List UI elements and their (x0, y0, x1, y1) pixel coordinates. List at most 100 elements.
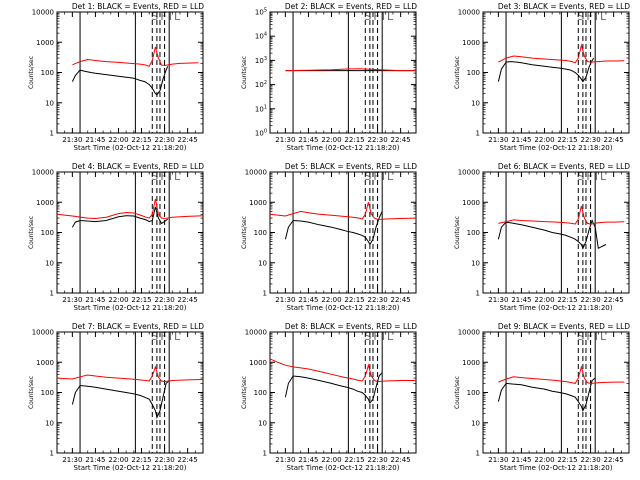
plot-frame (482, 331, 630, 454)
lld-series-line (498, 43, 625, 64)
y-tick-label: 10 (45, 419, 54, 427)
x-tick-label: 22:30 (580, 136, 600, 144)
x-axis-label: Start Time (02-Oct-12 21:18:20) (500, 144, 613, 152)
y-tick-label: 1 (50, 450, 54, 458)
x-tick-label: 22:30 (367, 456, 387, 464)
plot-frame (482, 11, 630, 134)
chart-title: Det 1: BLACK = Events, RED = LLD (72, 2, 204, 11)
x-tick-label: 21:30 (62, 136, 82, 144)
y-tick-label: 103 (255, 56, 267, 65)
x-tick-label: 22:45 (391, 296, 411, 304)
y-tick-label: 10000 (245, 169, 267, 177)
x-tick-label: 22:30 (367, 136, 387, 144)
y-tick-label: 1 (50, 290, 54, 298)
y-tick-label: 100 (255, 129, 267, 138)
y-tick-label: 10 (258, 259, 267, 267)
y-tick-label: 100 (467, 389, 480, 397)
x-axis-label: Start Time (02-Oct-12 21:18:20) (287, 144, 400, 152)
x-tick-label: 22:00 (534, 296, 554, 304)
x-tick-label: 22:00 (108, 456, 128, 464)
lld-series-line (56, 198, 204, 220)
y-tick-label: 101 (255, 104, 267, 113)
x-tick-label: 22:15 (131, 456, 151, 464)
plot-frame (269, 11, 417, 134)
x-tick-label: 22:15 (344, 136, 364, 144)
x-tick-label: 21:45 (511, 296, 531, 304)
events-series-line (284, 372, 383, 404)
y-tick-label: 1000 (462, 39, 480, 47)
detector-panel: Det 9: BLACK = Events, RED = LLD SFIL 1 10 1… (426, 320, 639, 480)
y-tick-label: 100 (467, 229, 480, 237)
events-series-line (284, 211, 383, 246)
plot-frame (56, 171, 204, 294)
y-tick-label: 1000 (36, 359, 54, 367)
x-tick-label: 22:00 (321, 296, 341, 304)
lld-series-line (498, 364, 625, 384)
y-axis-label: Counts/sec (454, 56, 461, 89)
x-tick-label: 22:30 (154, 296, 174, 304)
x-tick-label: 21:30 (275, 136, 295, 144)
events-series-line (497, 219, 607, 250)
x-tick-label: 21:30 (488, 136, 508, 144)
x-tick-label: 21:45 (85, 136, 105, 144)
x-tick-label: 21:45 (511, 456, 531, 464)
x-tick-label: 21:45 (85, 456, 105, 464)
events-series-line (71, 206, 169, 228)
lld-series-line (269, 202, 417, 221)
y-tick-label: 10000 (458, 329, 480, 337)
x-tick-label: 21:30 (275, 296, 295, 304)
plot-frame (56, 11, 204, 134)
y-tick-label: 100 (41, 69, 54, 77)
events-series-line (497, 57, 595, 83)
y-tick-label: 10 (471, 259, 480, 267)
y-axis-label: Counts/sec (241, 216, 248, 249)
y-tick-label: 10000 (32, 169, 54, 177)
detector-panel: Det 6: BLACK = Events, RED = LLD SFIL 1 10 1… (426, 160, 639, 320)
x-tick-label: 22:00 (534, 136, 554, 144)
sfil-marker-label: SFIL (577, 330, 608, 343)
y-tick-label: 1 (263, 290, 267, 298)
y-tick-label: 1 (263, 450, 267, 458)
plot-frame (482, 171, 630, 294)
chart-title: Det 6: BLACK = Events, RED = LLD (498, 162, 630, 171)
y-axis-label: Counts/sec (28, 376, 35, 409)
y-tick-label: 105 (255, 8, 267, 17)
x-tick-label: 22:45 (178, 296, 198, 304)
sfil-marker-label: SFIL (151, 330, 182, 343)
y-tick-label: 1 (476, 130, 480, 138)
x-axis-label: Start Time (02-Oct-12 21:18:20) (287, 304, 400, 312)
x-tick-label: 22:30 (154, 136, 174, 144)
lld-series-line (269, 358, 416, 383)
chart-title: Det 2: BLACK = Events, RED = LLD (285, 2, 417, 11)
x-tick-label: 21:45 (298, 136, 318, 144)
x-tick-label: 22:00 (321, 136, 341, 144)
chart-title: Det 4: BLACK = Events, RED = LLD (72, 162, 204, 171)
plot-frame (269, 171, 417, 294)
detector-panel: Det 3: BLACK = Events, RED = LLD SFIL 1 10 1… (426, 0, 639, 160)
chart-title: Det 7: BLACK = Events, RED = LLD (72, 322, 204, 331)
y-tick-label: 10000 (458, 169, 480, 177)
events-series-line (71, 380, 170, 419)
x-axis-label: Start Time (02-Oct-12 21:18:20) (500, 464, 613, 472)
x-tick-label: 21:30 (62, 456, 82, 464)
lld-series-line (56, 365, 204, 383)
x-tick-label: 22:45 (604, 456, 624, 464)
y-tick-label: 1000 (249, 359, 267, 367)
x-tick-label: 22:00 (108, 136, 128, 144)
y-tick-label: 10000 (458, 9, 480, 17)
y-tick-label: 10 (258, 419, 267, 427)
y-tick-label: 10 (45, 99, 54, 107)
x-axis-label: Start Time (02-Oct-12 21:18:20) (74, 464, 187, 472)
y-tick-label: 102 (255, 80, 267, 89)
x-tick-label: 22:45 (604, 136, 624, 144)
y-axis-label: Counts/sec (241, 376, 248, 409)
x-tick-label: 22:15 (557, 136, 577, 144)
x-tick-label: 21:30 (275, 456, 295, 464)
sfil-marker-label: SFIL (151, 10, 182, 23)
